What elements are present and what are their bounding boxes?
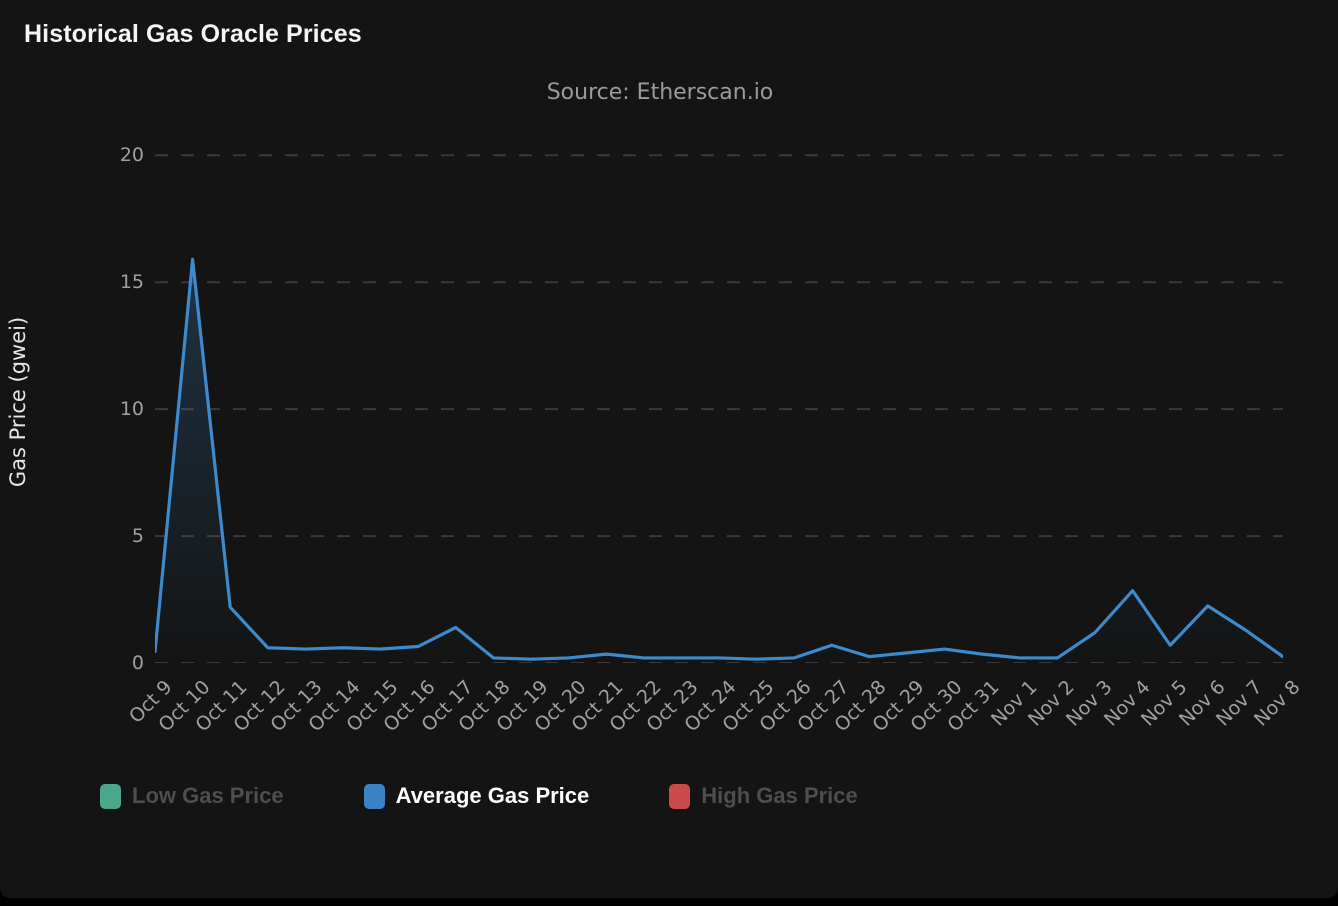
y-tick-label: 10 [119, 398, 144, 421]
page-title: Historical Gas Oracle Prices [24, 20, 362, 48]
series-line-average-gas-price[interactable] [155, 257, 1283, 661]
legend-item-average-gas-price[interactable]: Average Gas Price [363, 783, 590, 809]
chart-legend: Low Gas Price Average Gas Price High Gas P… [100, 783, 938, 809]
legend-item-high-gas-price[interactable]: High Gas Price [669, 783, 858, 809]
y-tick-label: 20 [119, 144, 144, 167]
legend-swatch-icon [100, 783, 121, 809]
plot-area [155, 135, 1283, 663]
legend-label: Low Gas Price [132, 783, 284, 808]
y-tick-label: 0 [131, 652, 144, 674]
chart-subtitle: Source: Etherscan.io [546, 80, 774, 105]
legend-swatch-icon [363, 783, 385, 809]
y-axis-title: Gas Price (gwei) [6, 316, 30, 488]
legend-item-low-gas-price[interactable]: Low Gas Price [100, 783, 284, 809]
line-chart-svg [155, 154, 1283, 663]
y-axis-tick-labels: 0 5 10 15 20 [80, 135, 144, 674]
x-axis-tick-labels: Oct 9 Oct 10 Oct 11 Oct 12 Oct 13 Oct 14 Oct 1… [125, 670, 1305, 760]
y-tick-label: 5 [131, 525, 144, 548]
legend-label: Average Gas Price [395, 783, 590, 808]
legend-swatch-icon [669, 783, 691, 809]
data-series-group [155, 257, 1283, 663]
series-area-fill [155, 259, 1283, 663]
y-tick-label: 15 [119, 271, 144, 294]
legend-label: High Gas Price [701, 783, 858, 808]
gridlines [155, 154, 1283, 663]
